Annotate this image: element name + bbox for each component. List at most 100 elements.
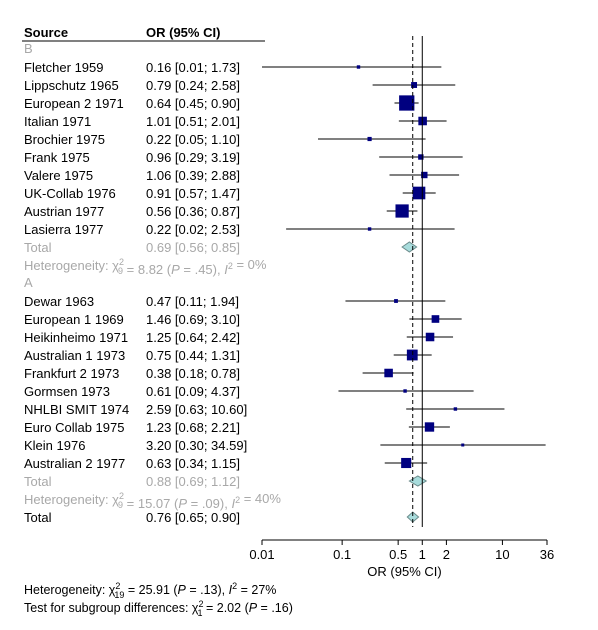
study-name: Italian 1971 xyxy=(24,114,91,129)
footer-het-itext: = 27% xyxy=(237,583,277,598)
subgroup-heterogeneity-sup: 2 xyxy=(119,257,124,267)
subgroup-heterogeneity-sub: 9 xyxy=(118,266,123,276)
subgroup-heterogeneity-i-sup: 2 xyxy=(228,261,233,271)
study-square xyxy=(425,332,435,342)
footer-het-ptext: = .13), xyxy=(185,583,229,598)
study-ci-text: 0.47 [0.11; 1.94] xyxy=(146,294,239,309)
footer-sub-prefix: Test for subgroup differences: xyxy=(24,601,192,616)
study-name: Heikinheimo 1971 xyxy=(24,330,128,345)
subgroup-heterogeneity-middle: = 15.07 ( xyxy=(123,496,179,511)
footer-sub-p: P xyxy=(248,601,258,616)
subgroup-heterogeneity-i-sup: 2 xyxy=(235,495,240,505)
subgroup-heterogeneity-i-symbol: I xyxy=(224,262,228,277)
x-tick-label: 1 xyxy=(419,547,426,562)
subgroup-heterogeneity-prefix: Heterogeneity: xyxy=(24,258,112,273)
study-ci-text: 2.59 [0.63; 10.60] xyxy=(146,402,247,417)
subgroup-heterogeneity-middle: = 8.82 ( xyxy=(123,262,172,277)
footer-sub-sup: 2 xyxy=(198,599,204,609)
study-square xyxy=(412,186,426,200)
study-square xyxy=(384,368,393,378)
study-name: NHLBI SMIT 1974 xyxy=(24,402,129,417)
footer-sub-sub: 1 xyxy=(197,607,203,618)
study-ci-text: 0.16 [0.01; 1.73] xyxy=(146,60,240,75)
footer-het-sup: 2 xyxy=(115,581,121,591)
study-ci-text: 0.61 [0.09; 4.37] xyxy=(146,384,240,399)
study-name: Dewar 1963 xyxy=(24,294,94,309)
study-name: Lasierra 1977 xyxy=(24,222,104,237)
footer-het-chi: χ xyxy=(108,583,116,598)
study-square xyxy=(453,407,458,411)
x-tick-label: 2 xyxy=(443,547,450,562)
study-ci-text: 1.25 [0.64; 2.42] xyxy=(146,330,240,345)
subgroup-total-label: Total xyxy=(24,240,52,255)
subgroup-heterogeneity-sub: 9 xyxy=(118,500,123,510)
footer-het-sub: 19 xyxy=(114,589,125,600)
study-name: Australian 2 1977 xyxy=(24,456,125,471)
subgroup-heterogeneity-i-text: = 0% xyxy=(233,257,267,272)
study-square xyxy=(401,457,412,469)
subgroup-heterogeneity-sup: 2 xyxy=(119,491,124,501)
study-name: Brochier 1975 xyxy=(24,132,105,147)
study-square xyxy=(431,315,440,323)
overall-total-diamond xyxy=(406,511,420,523)
study-name: Lippschutz 1965 xyxy=(24,78,119,93)
study-square xyxy=(367,136,372,142)
subgroup-heterogeneity-p-text: = .09), xyxy=(187,496,231,511)
study-name: UK-Collab 1976 xyxy=(24,186,116,201)
footer-het-p: P xyxy=(177,583,186,598)
study-ci-text: 0.22 [0.05; 1.10] xyxy=(146,132,240,147)
subgroup-heterogeneity-chi: χ xyxy=(112,492,119,507)
subgroup-heterogeneity-p-text: = .45), xyxy=(180,262,224,277)
header-ci: OR (95% CI) xyxy=(146,25,220,40)
study-square xyxy=(394,299,398,303)
study-square xyxy=(395,204,409,218)
study-square xyxy=(424,422,435,432)
subgroup-heterogeneity-p-symbol: P xyxy=(178,496,187,511)
study-ci-text: 1.23 [0.68; 2.21] xyxy=(146,420,240,435)
study-square xyxy=(421,171,428,179)
subgroup-heterogeneity-prefix: Heterogeneity: xyxy=(24,492,112,507)
study-square xyxy=(411,82,418,88)
study-name: Austrian 1977 xyxy=(24,204,104,219)
overall-total-label: Total xyxy=(24,510,52,525)
study-square xyxy=(418,154,424,160)
study-ci-text: 0.56 [0.36; 0.87] xyxy=(146,204,240,219)
footer-het-middle: = 25.91 ( xyxy=(124,583,178,598)
study-ci-text: 1.46 [0.69; 3.10] xyxy=(146,312,240,327)
x-tick-label: 0.1 xyxy=(333,547,351,562)
subgroup-heterogeneity: Heterogeneity: χ2 9 = 8.82 (P = .45), I2 … xyxy=(24,257,267,277)
study-square xyxy=(461,443,465,447)
group-label-b: B xyxy=(24,41,33,56)
study-square xyxy=(367,227,372,231)
study-ci-text: 1.06 [0.39; 2.88] xyxy=(146,168,240,183)
x-tick-label: 0.01 xyxy=(249,547,274,562)
subgroup-heterogeneity-chi: χ xyxy=(112,258,119,273)
overall-total-ci-text: 0.76 [0.65; 0.90] xyxy=(146,510,240,525)
footer-heterogeneity: Heterogeneity: χ219 = 25.91 (P = .13), I… xyxy=(24,581,276,600)
study-ci-text: 0.38 [0.18; 0.78] xyxy=(146,366,240,381)
study-ci-text: 1.01 [0.51; 2.01] xyxy=(146,114,240,129)
subgroup-total-diamond xyxy=(408,475,428,487)
study-ci-text: 0.63 [0.34; 1.15] xyxy=(146,456,240,471)
x-tick-label: 0.5 xyxy=(389,547,407,562)
study-name: European 1 1969 xyxy=(24,312,124,327)
study-name: European 2 1971 xyxy=(24,96,124,111)
x-tick-label: 36 xyxy=(540,547,554,562)
study-name: Valere 1975 xyxy=(24,168,93,183)
subgroup-total-ci-text: 0.88 [0.69; 1.12] xyxy=(146,474,240,489)
x-axis-label: OR (95% CI) xyxy=(367,564,441,579)
footer-sub-ptext: = .16) xyxy=(257,601,293,616)
subgroup-total-ci-text: 0.69 [0.56; 0.85] xyxy=(146,240,240,255)
footer-het-i: I xyxy=(228,583,233,598)
study-name: Klein 1976 xyxy=(24,438,85,453)
subgroup-heterogeneity-p-symbol: P xyxy=(171,262,180,277)
study-ci-text: 0.64 [0.45; 0.90] xyxy=(146,96,240,111)
subgroup-heterogeneity-i-symbol: I xyxy=(231,496,235,511)
study-ci-text: 0.22 [0.02; 2.53] xyxy=(146,222,240,237)
plot-layer: B Fletcher 1959 0.16 [0.01; 1.73] Lippschut… xyxy=(24,36,554,579)
x-tick-label: 10 xyxy=(495,547,509,562)
study-ci-text: 0.75 [0.44; 1.31] xyxy=(146,348,240,363)
footer-sub-chi: χ xyxy=(191,601,199,616)
study-ci-text: 0.91 [0.57; 1.47] xyxy=(146,186,240,201)
